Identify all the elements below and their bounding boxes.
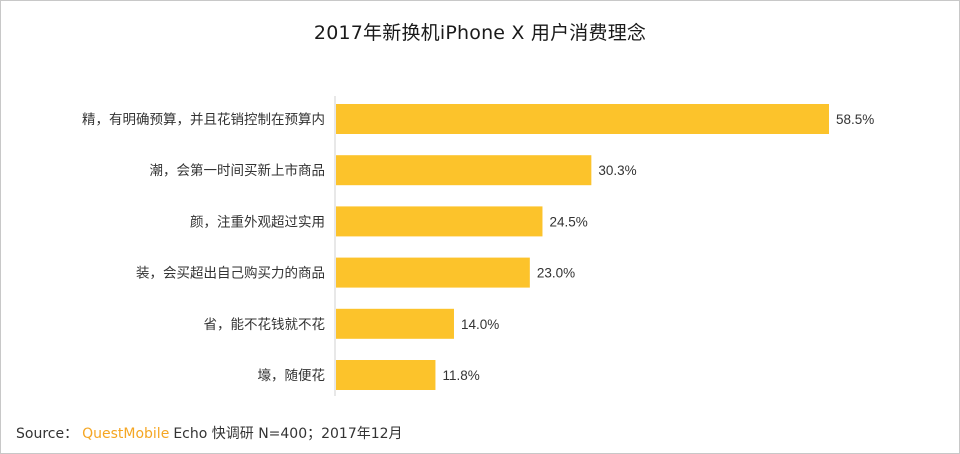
bar-1 bbox=[336, 155, 592, 186]
source-brand: QuestMobile bbox=[82, 426, 170, 442]
category-label-4: 省，能不花钱就不花 bbox=[204, 317, 326, 333]
bar-5 bbox=[336, 360, 436, 390]
source-footer: Source： QuestMobile Echo 快调研 N=400；2017年12… bbox=[16, 423, 403, 443]
value-label-5: 11.8% bbox=[442, 368, 479, 383]
chart-title: 2017年新换机iPhone X 用户消费理念 bbox=[313, 22, 647, 44]
category-label-3: 装，会买超出自己购买力的商品 bbox=[136, 266, 325, 282]
source-rest: Echo 快调研 N=400；2017年12月 bbox=[173, 426, 403, 442]
bar-2 bbox=[336, 206, 543, 237]
value-label-1: 30.3% bbox=[598, 163, 636, 178]
category-label-2: 颜，注重外观超过实用 bbox=[190, 214, 325, 230]
category-label-1: 潮，会第一时间买新上市商品 bbox=[150, 162, 326, 179]
bar-4 bbox=[336, 308, 454, 339]
value-label-2: 24.5% bbox=[549, 214, 587, 229]
value-label-4: 14.0% bbox=[461, 317, 499, 332]
bar-3 bbox=[336, 257, 530, 288]
category-label-0: 精，有明确预算，并且花销控制在预算内 bbox=[82, 112, 325, 128]
category-label-5: 壕，随便花 bbox=[258, 367, 326, 384]
value-label-0: 58.5% bbox=[836, 112, 874, 127]
bar-0 bbox=[336, 104, 829, 134]
value-label-3: 23.0% bbox=[537, 266, 575, 281]
source-prefix: Source： bbox=[16, 426, 79, 442]
